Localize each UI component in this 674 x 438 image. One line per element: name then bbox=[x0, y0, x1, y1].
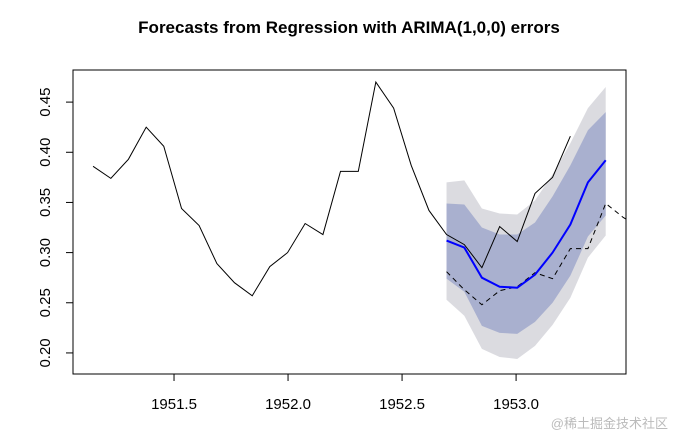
x-tick-label: 1953.0 bbox=[493, 396, 539, 413]
chart-title: Forecasts from Regression with ARIMA(1,0… bbox=[138, 18, 560, 37]
series-line bbox=[446, 202, 626, 306]
series-line bbox=[92, 80, 571, 297]
plot-area bbox=[92, 80, 626, 359]
plot-frame bbox=[72, 69, 627, 375]
x-tick-label: 1951.5 bbox=[151, 396, 197, 413]
watermark: @稀土掘金技术社区 bbox=[551, 416, 668, 431]
forecast-band bbox=[446, 112, 606, 334]
y-tick-label: 0.25 bbox=[37, 288, 54, 317]
x-tick-label: 1952.0 bbox=[265, 396, 311, 413]
y-tick-label: 0.35 bbox=[37, 188, 54, 217]
y-tick-label: 0.30 bbox=[37, 238, 54, 267]
y-tick-label: 0.20 bbox=[37, 338, 54, 367]
y-tick-label: 0.40 bbox=[37, 138, 54, 167]
y-tick-label: 0.45 bbox=[37, 88, 54, 117]
x-tick-label: 1952.5 bbox=[379, 396, 425, 413]
series-line bbox=[446, 159, 607, 289]
